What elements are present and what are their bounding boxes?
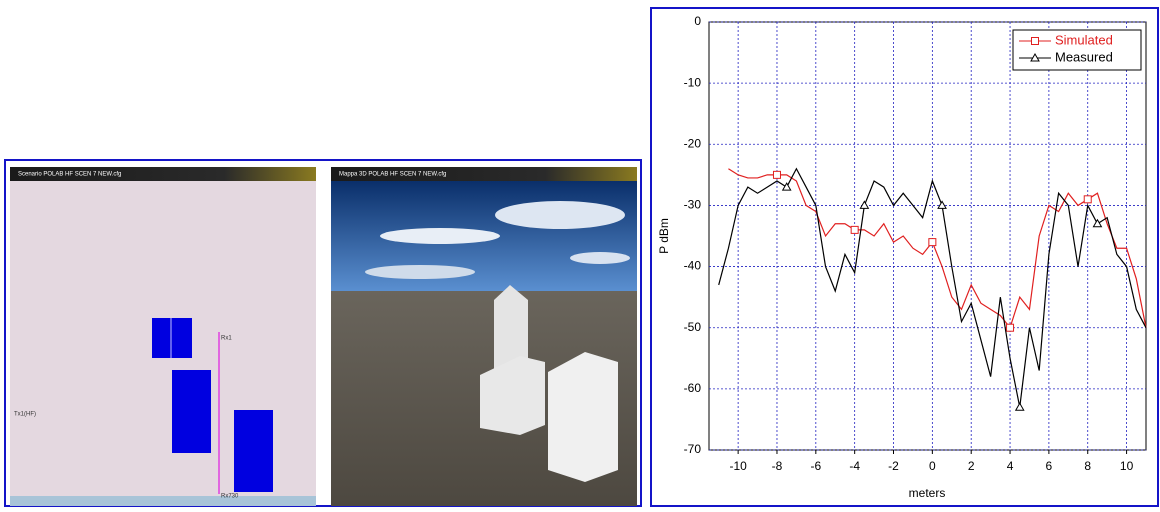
marker: [850, 225, 859, 234]
tx-label: Tx1(HF): [14, 412, 36, 418]
building: [548, 352, 618, 482]
series-line: [718, 167, 1147, 408]
x-tick-label: 2: [968, 459, 975, 473]
x-tick-label: 8: [1084, 459, 1091, 473]
x-tick-label: -4: [849, 459, 860, 473]
marker: [1092, 218, 1103, 228]
marker: [781, 182, 792, 191]
map3d-window: Mappa 3D POLAB HF SCEN 7 NEW.cfg: [331, 167, 637, 506]
chart-frame: [650, 7, 1159, 507]
window-title: Scenario POLAB HF SCEN 7 NEW.cfg: [18, 172, 121, 178]
series-line: [728, 168, 1147, 329]
x-tick-label: 0: [929, 459, 936, 473]
y-tick-label: -40: [684, 259, 702, 273]
marker: [1006, 323, 1015, 332]
y-tick-label: -20: [684, 136, 702, 150]
marker: [1031, 37, 1039, 45]
marker: [1014, 402, 1025, 411]
x-tick-label: 4: [1007, 459, 1014, 473]
x-axis-label: meters: [909, 486, 946, 500]
legend-label: Simulated: [1055, 32, 1113, 47]
window-title: Mappa 3D POLAB HF SCEN 7 NEW.cfg: [339, 172, 446, 178]
y-tick-label: -60: [684, 381, 702, 395]
marker: [772, 170, 781, 179]
marker: [1030, 52, 1040, 62]
building: [494, 285, 528, 372]
rx-label: Rx1: [221, 336, 232, 342]
marker: [937, 200, 947, 209]
x-tick-label: -2: [888, 459, 899, 473]
cloud: [495, 201, 625, 229]
cloud: [570, 252, 630, 264]
building: [172, 370, 211, 453]
x-tick-label: -6: [810, 459, 821, 473]
building: [234, 410, 273, 492]
scenario-window: Scenario POLAB HF SCEN 7 NEW.cfg Rx1 Tx1…: [10, 167, 316, 506]
y-tick-label: -50: [684, 320, 702, 334]
x-tick-label: -10: [729, 459, 747, 473]
marker: [1083, 195, 1092, 204]
plot-area: [708, 21, 1147, 451]
x-tick-label: 6: [1046, 459, 1053, 473]
y-tick-label: -10: [684, 75, 702, 89]
status-bar: [10, 496, 316, 506]
y-axis-label: P dBm: [657, 218, 671, 254]
building: [152, 318, 192, 358]
y-tick-label: 0: [694, 14, 701, 28]
legend-label: Measured: [1055, 49, 1113, 64]
cloud: [365, 265, 475, 279]
y-tick-label: -70: [684, 442, 702, 456]
marker: [928, 238, 937, 247]
title-bar: [10, 167, 316, 181]
rx-label: Rx730: [221, 494, 239, 500]
building: [480, 356, 545, 435]
x-tick-label: -8: [772, 459, 783, 473]
title-bar: [331, 167, 637, 181]
x-tick-label: 10: [1120, 459, 1134, 473]
legend: [1012, 29, 1142, 71]
y-tick-label: -30: [684, 198, 702, 212]
cloud: [380, 228, 500, 244]
left-frame: [4, 159, 642, 507]
marker: [859, 200, 870, 209]
